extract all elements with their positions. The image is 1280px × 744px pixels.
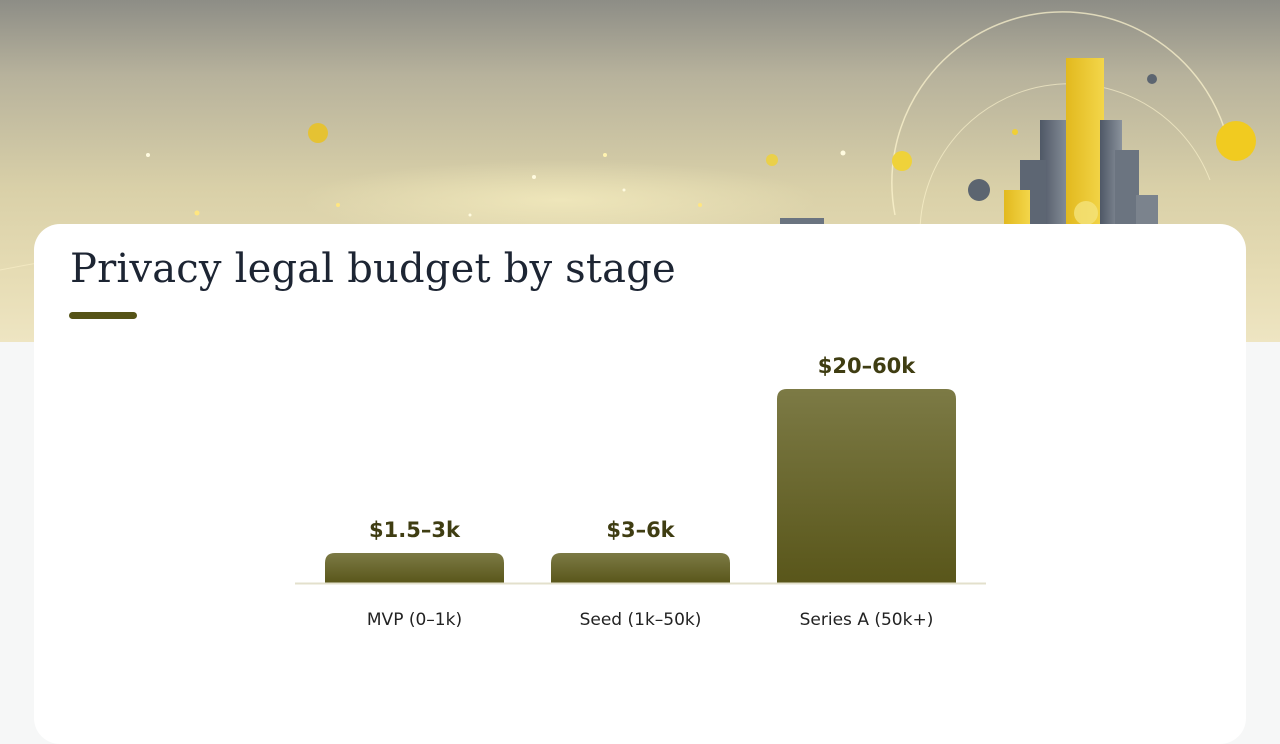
bar-chart: $1.5–3k $3–6k $20–60k MVP (0–1k) Seed (1k–5… bbox=[295, 354, 986, 630]
chart-bars bbox=[325, 389, 956, 583]
bar-1 bbox=[551, 553, 730, 583]
page-title: Privacy legal budget by stage bbox=[70, 246, 676, 292]
x-tick-label-1: Seed (1k–50k) bbox=[580, 610, 702, 630]
x-tick-label-2: Series A (50k+) bbox=[800, 610, 934, 630]
bar-0 bbox=[325, 553, 504, 583]
bar-2 bbox=[777, 389, 956, 583]
city-skyline-illustration bbox=[0, 11, 1256, 271]
chart-card: Privacy legal budget by stage $1.5–3k $3–… bbox=[34, 224, 1246, 744]
bar-value-label-0: $1.5–3k bbox=[369, 518, 461, 542]
bar-value-label-1: $3–6k bbox=[606, 518, 675, 542]
x-tick-label-0: MVP (0–1k) bbox=[367, 610, 462, 630]
bar-value-label-2: $20–60k bbox=[818, 354, 917, 378]
chart-tick-labels: MVP (0–1k) Seed (1k–50k) Series A (50k+) bbox=[367, 610, 933, 630]
title-underline bbox=[69, 312, 137, 319]
chart-value-labels: $1.5–3k $3–6k $20–60k bbox=[369, 354, 916, 542]
